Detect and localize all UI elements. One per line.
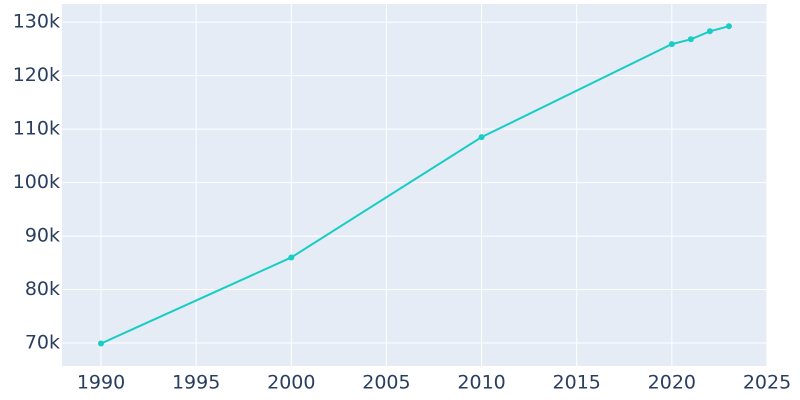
y-tick-label: 110k xyxy=(13,118,60,140)
y-tick-label: 80k xyxy=(25,278,60,300)
y-tick-label: 90k xyxy=(25,225,60,247)
x-tick-label: 1995 xyxy=(172,372,220,394)
point xyxy=(668,41,675,48)
x-tick-label: 2025 xyxy=(743,372,791,394)
plot-area xyxy=(62,4,767,366)
x-tick-label: 2015 xyxy=(553,372,601,394)
point xyxy=(706,28,713,35)
x-tick-label: 2020 xyxy=(648,372,696,394)
y-tick-label: 100k xyxy=(13,171,60,193)
point xyxy=(98,340,105,347)
x-tick-label: 2005 xyxy=(362,372,410,394)
point xyxy=(687,36,694,43)
x-tick-label: 2000 xyxy=(267,372,315,394)
x-tick-label: 2010 xyxy=(457,372,505,394)
y-tick-label: 120k xyxy=(13,64,60,86)
y-tick-label: 130k xyxy=(13,11,60,33)
point xyxy=(478,134,485,141)
y-tick-label: 70k xyxy=(25,332,60,354)
x-tick-label: 1990 xyxy=(77,372,125,394)
point xyxy=(725,23,732,30)
point xyxy=(288,254,295,261)
